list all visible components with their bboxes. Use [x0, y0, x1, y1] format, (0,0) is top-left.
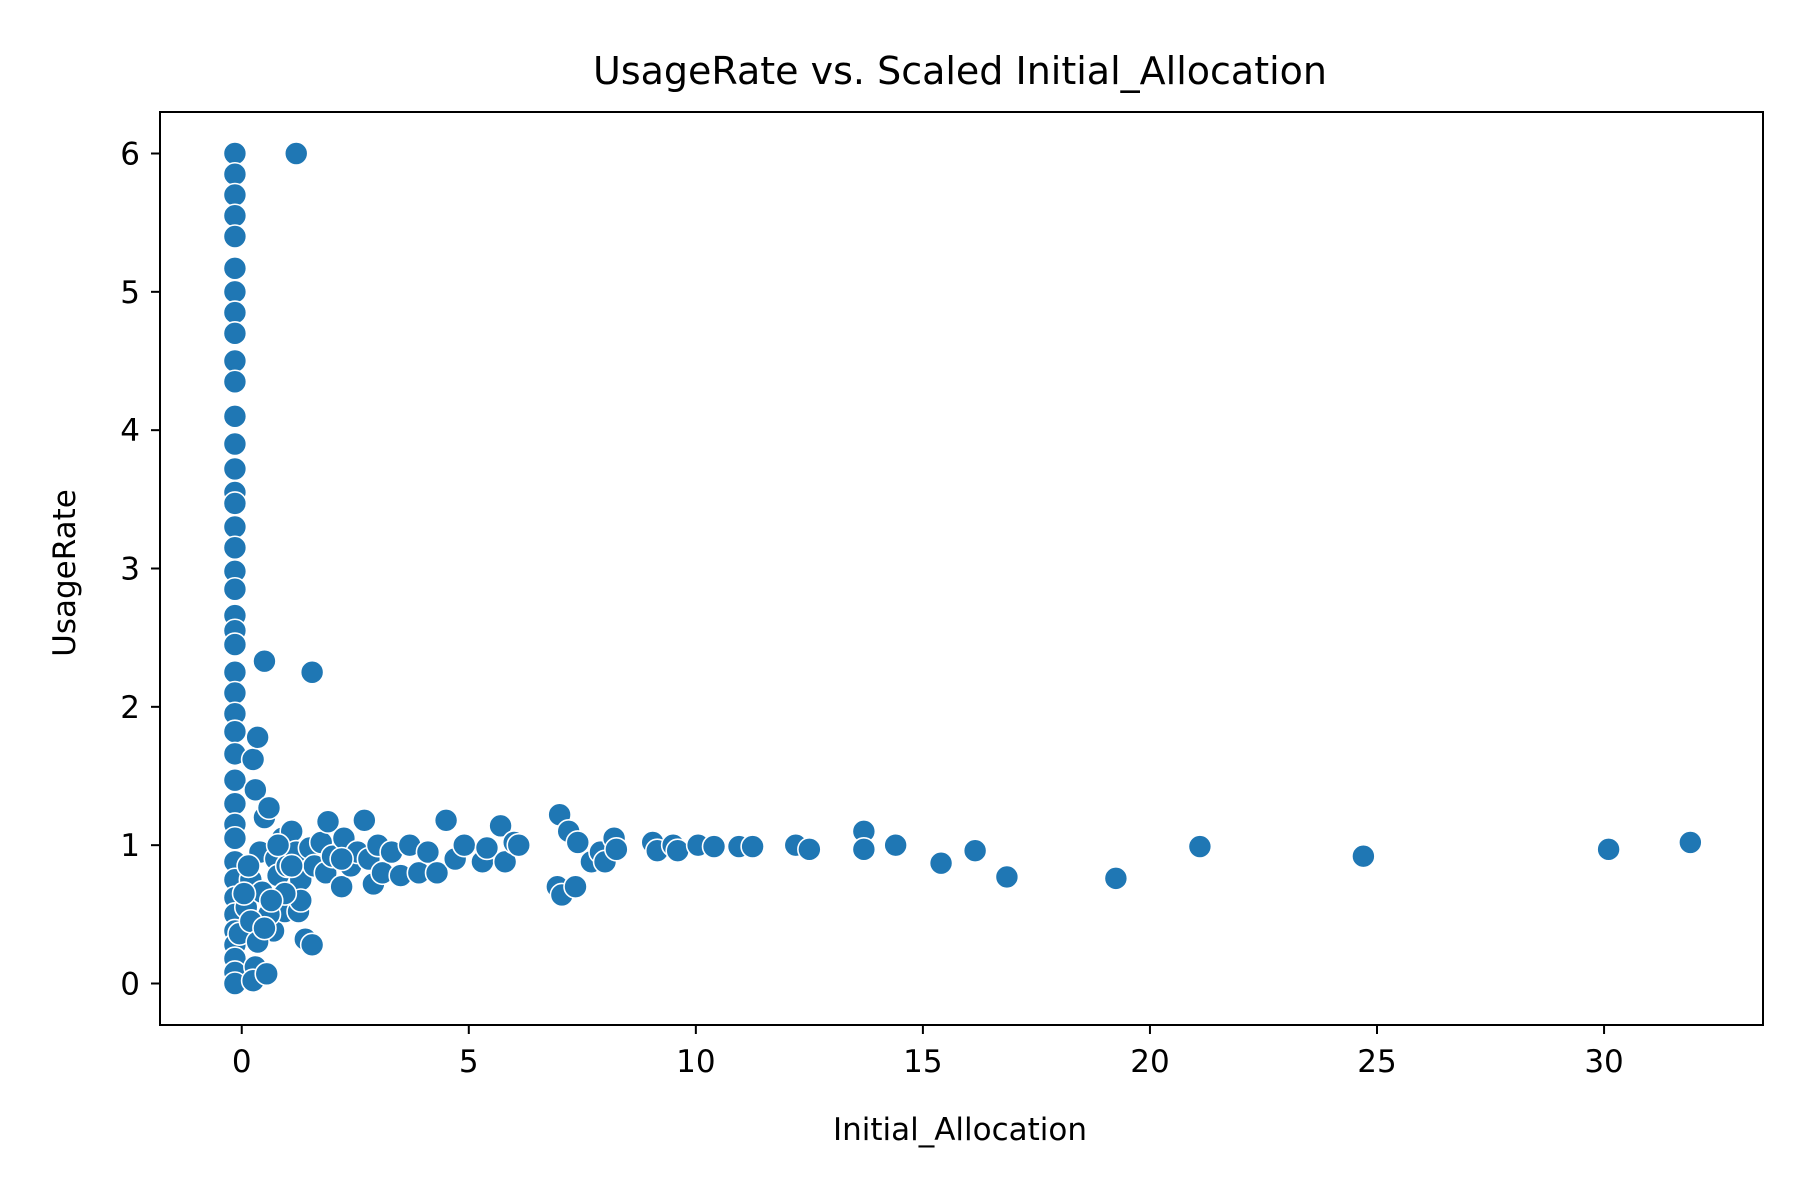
data-point — [222, 404, 248, 429]
data-point — [928, 850, 954, 876]
x-axis: 0 5 10 15 20 25 30 — [232, 1025, 1624, 1080]
x-axis-label: Initial_Allocation — [833, 1112, 1087, 1148]
data-point — [329, 846, 354, 872]
data-point — [299, 932, 325, 958]
data-point — [1103, 866, 1129, 891]
data-point — [222, 256, 248, 281]
data-point — [222, 431, 248, 457]
data-points — [222, 141, 1703, 996]
data-point — [665, 838, 690, 864]
data-point — [245, 724, 270, 750]
x-tick-label: 25 — [1357, 1044, 1396, 1080]
data-point — [352, 807, 377, 833]
data-point — [299, 659, 325, 685]
x-tick-label: 0 — [232, 1044, 252, 1080]
x-tick-label: 5 — [459, 1044, 479, 1080]
data-point — [315, 809, 341, 834]
x-tick-label: 20 — [1130, 1044, 1169, 1080]
data-point — [265, 832, 291, 858]
data-point — [851, 837, 877, 862]
y-tick-label: 4 — [120, 413, 140, 449]
data-point — [506, 832, 532, 858]
data-point — [433, 807, 459, 833]
data-point — [279, 853, 304, 879]
data-point — [222, 514, 248, 540]
data-point — [252, 648, 277, 674]
y-tick-label: 0 — [120, 967, 140, 1003]
data-point — [222, 224, 248, 249]
data-point — [222, 321, 248, 346]
plot-frame — [159, 111, 1764, 1026]
data-point — [222, 680, 248, 706]
data-point — [258, 888, 284, 913]
data-point — [222, 719, 248, 745]
x-tick-label: 10 — [676, 1044, 715, 1080]
data-point — [222, 300, 248, 325]
data-point — [1187, 834, 1213, 859]
data-point — [236, 853, 261, 879]
data-point — [222, 369, 248, 395]
plot-area — [159, 111, 1764, 1026]
data-point — [222, 791, 248, 816]
data-point — [222, 161, 248, 187]
data-point — [962, 838, 988, 864]
data-point — [994, 864, 1020, 890]
y-axis: 0 1 2 3 4 5 6 — [120, 137, 160, 1003]
data-point — [222, 535, 248, 561]
data-point — [797, 837, 822, 862]
data-point — [222, 767, 248, 793]
data-point — [740, 834, 765, 859]
data-point — [701, 834, 727, 859]
data-point — [222, 576, 248, 602]
x-tick-label: 30 — [1584, 1044, 1623, 1080]
data-point — [563, 874, 588, 899]
y-tick-label: 6 — [120, 137, 140, 173]
data-point — [451, 832, 477, 858]
y-tick-label: 3 — [120, 552, 140, 588]
data-point — [329, 874, 354, 899]
data-point — [488, 813, 513, 839]
data-point — [222, 348, 248, 374]
data-point — [240, 747, 266, 772]
data-point — [243, 777, 268, 803]
data-point — [231, 881, 257, 906]
data-point — [565, 830, 591, 855]
data-point — [222, 456, 248, 482]
data-point — [222, 491, 248, 516]
y-tick-label: 5 — [120, 275, 140, 311]
data-point — [222, 825, 248, 851]
data-point — [222, 203, 248, 229]
data-point — [222, 182, 248, 208]
data-point — [222, 659, 248, 685]
data-point — [222, 141, 248, 166]
y-tick-label: 2 — [120, 690, 140, 726]
y-axis-label: UsageRate — [47, 489, 83, 657]
y-tick-label: 1 — [120, 828, 140, 864]
chart-title: UsageRate vs. Scaled Initial_Allocation — [593, 49, 1327, 93]
data-point — [283, 141, 309, 166]
data-point — [474, 835, 500, 861]
x-tick-label: 15 — [903, 1044, 942, 1080]
data-point — [1678, 830, 1703, 855]
data-point — [424, 860, 450, 886]
data-point — [252, 915, 277, 941]
data-point — [222, 632, 248, 657]
data-point — [604, 837, 629, 862]
data-point — [254, 961, 280, 987]
data-point — [1596, 837, 1621, 862]
data-point — [222, 279, 248, 305]
data-point — [883, 832, 908, 858]
data-point — [415, 839, 441, 865]
data-point — [256, 795, 282, 821]
data-point — [1351, 843, 1376, 869]
